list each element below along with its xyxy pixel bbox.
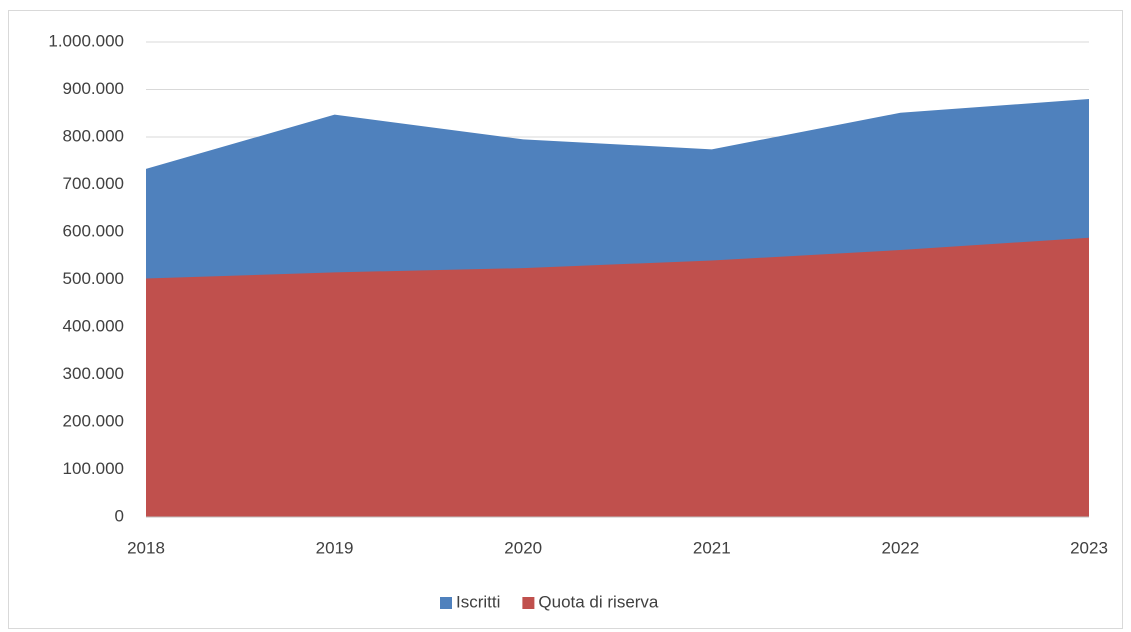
- y-tick-label: 0: [115, 506, 124, 525]
- y-tick-label: 500.000: [63, 269, 124, 288]
- x-tick-label: 2021: [693, 538, 731, 557]
- y-tick-label: 700.000: [63, 174, 124, 193]
- y-tick-label: 300.000: [63, 364, 124, 383]
- y-tick-label: 400.000: [63, 316, 124, 335]
- y-tick-label: 900.000: [63, 79, 124, 98]
- legend-label: Iscritti: [456, 592, 500, 611]
- legend-swatch: [440, 597, 452, 609]
- legend-swatch: [522, 597, 535, 609]
- y-tick-label: 800.000: [63, 126, 124, 145]
- legend-label: Quota di riserva: [538, 592, 659, 611]
- y-tick-label: 1.000.000: [48, 31, 124, 50]
- area: [146, 237, 1089, 517]
- y-tick-label: 100.000: [63, 459, 124, 478]
- x-tick-label: 2023: [1070, 538, 1108, 557]
- x-tick-label: 2020: [504, 538, 542, 557]
- y-tick-label: 600.000: [63, 221, 124, 240]
- y-tick-label: 200.000: [63, 411, 124, 430]
- x-tick-label: 2019: [316, 538, 354, 557]
- x-tick-label: 2022: [881, 538, 919, 557]
- x-tick-label: 2018: [127, 538, 165, 557]
